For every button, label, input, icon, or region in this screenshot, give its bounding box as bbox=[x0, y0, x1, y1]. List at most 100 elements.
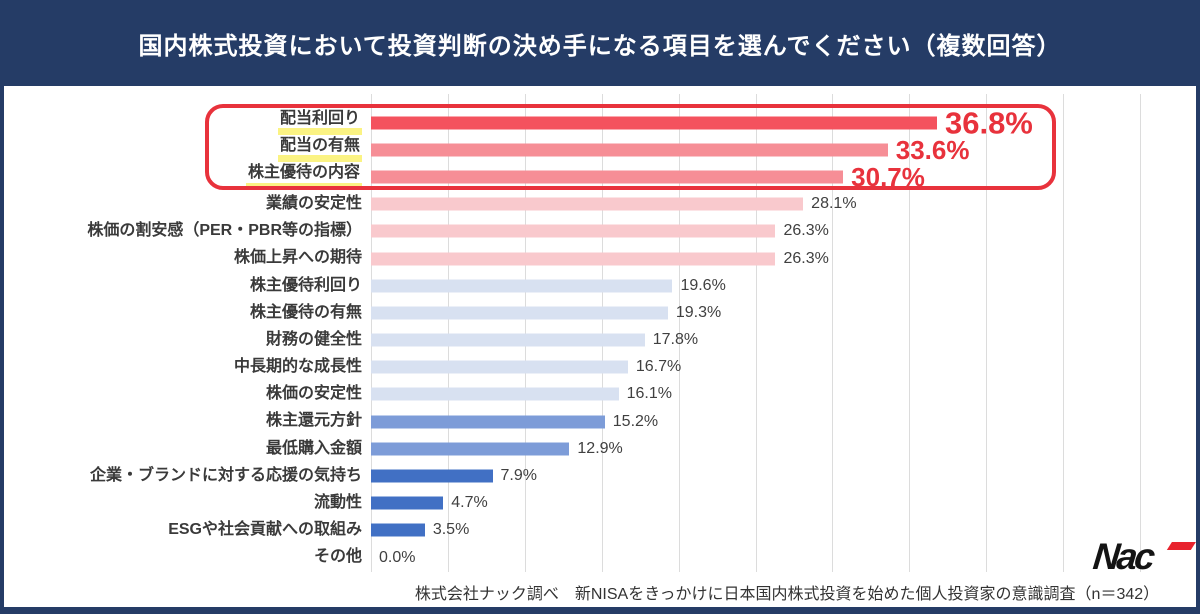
bar bbox=[371, 279, 673, 293]
chart-row: 株価の割安感（PER・PBR等の指標） 26.3% bbox=[4, 218, 1196, 245]
category-label-cell: 配当利回り bbox=[4, 110, 371, 136]
value-label: 16.7% bbox=[635, 358, 682, 376]
value-label: 36.8% bbox=[944, 105, 1033, 141]
bar-track: 3.5% bbox=[371, 517, 1196, 544]
bar bbox=[371, 469, 493, 483]
value-label: 26.3% bbox=[783, 222, 829, 240]
category-label: 配当の有無 bbox=[277, 137, 362, 163]
category-label: 流動性 bbox=[313, 494, 362, 512]
category-label-cell: 流動性 bbox=[4, 494, 371, 512]
category-label-cell: 株価の安定性 bbox=[4, 385, 371, 403]
chart-row: 配当利回り 36.8% bbox=[4, 105, 1196, 141]
category-label-cell: 株主優待の有無 bbox=[4, 304, 371, 322]
chart-row: ESGや社会貢献への取組み 3.5% bbox=[4, 517, 1196, 544]
bar bbox=[371, 143, 888, 157]
value-label: 3.5% bbox=[432, 521, 470, 539]
value-label: 17.8% bbox=[652, 331, 699, 349]
category-label-cell: ESGや社会貢献への取組み bbox=[4, 521, 371, 539]
chart-row: 財務の健全性 17.8% bbox=[4, 327, 1196, 354]
bar bbox=[371, 333, 645, 347]
bar-track: 33.6% bbox=[371, 136, 1196, 163]
bar bbox=[371, 306, 668, 320]
category-label-cell: 配当の有無 bbox=[4, 137, 371, 163]
chart-row: 最低購入金額 12.9% bbox=[4, 435, 1196, 462]
bar bbox=[371, 252, 776, 266]
bar-track: 19.6% bbox=[371, 272, 1196, 299]
category-label: 中長期的な成長性 bbox=[233, 358, 362, 376]
chart-row: その他 0.0% bbox=[4, 544, 1196, 571]
chart-row: 業績の安定性 28.1% bbox=[4, 191, 1196, 218]
nac-logo-red-accent-icon bbox=[1166, 542, 1196, 550]
value-label: 0.0% bbox=[379, 548, 416, 566]
header: 国内株式投資において投資判断の決め手になる項目を選んでください（複数回答） bbox=[0, 0, 1200, 86]
bar-track: 36.8% bbox=[371, 105, 1196, 141]
value-label: 12.9% bbox=[577, 439, 623, 457]
bar-track: 19.3% bbox=[371, 299, 1196, 326]
category-label: 株主優待の内容 bbox=[245, 164, 362, 190]
bar-track: 16.7% bbox=[371, 354, 1196, 381]
chart-row: 中長期的な成長性 16.7% bbox=[4, 354, 1196, 381]
category-label: 最低購入金額 bbox=[265, 439, 362, 457]
bar-track: 7.9% bbox=[371, 462, 1196, 489]
category-label-cell: 中長期的な成長性 bbox=[4, 358, 371, 376]
category-label: 株価の安定性 bbox=[265, 385, 362, 403]
category-label: 株主優待利回り bbox=[249, 276, 362, 294]
nac-logo-text: Nac bbox=[1091, 536, 1155, 577]
chart-row: 株主優待の内容 30.7% bbox=[4, 163, 1196, 190]
chart-row: 企業・ブランドに対する応援の気持ち 7.9% bbox=[4, 462, 1196, 489]
bar bbox=[371, 116, 937, 130]
chart-row: 株主還元方針 15.2% bbox=[4, 408, 1196, 435]
value-label: 30.7% bbox=[851, 161, 925, 192]
category-label: ESGや社会貢献への取組み bbox=[168, 521, 362, 539]
bar bbox=[371, 360, 628, 374]
category-label: 株主還元方針 bbox=[265, 412, 362, 430]
category-label-cell: 株価の割安感（PER・PBR等の指標） bbox=[4, 222, 371, 240]
value-label: 19.3% bbox=[675, 303, 722, 321]
bar bbox=[371, 442, 570, 456]
category-label-cell: 業績の安定性 bbox=[4, 195, 371, 213]
bar-track: 4.7% bbox=[371, 490, 1196, 517]
nac-logo: Nac bbox=[1091, 536, 1196, 577]
category-label-cell: その他 bbox=[4, 548, 371, 566]
bar bbox=[371, 415, 605, 429]
value-label: 26.3% bbox=[783, 249, 829, 267]
category-label: 配当利回り bbox=[277, 110, 362, 136]
value-label: 19.6% bbox=[680, 276, 726, 294]
category-label-cell: 最低購入金額 bbox=[4, 440, 371, 458]
bar-track: 26.3% bbox=[371, 245, 1196, 272]
category-label: その他 bbox=[313, 548, 362, 566]
category-label-cell: 株主優待利回り bbox=[4, 277, 371, 295]
chart-row: 株価の安定性 16.1% bbox=[4, 381, 1196, 408]
category-label-cell: 株主還元方針 bbox=[4, 412, 371, 430]
bar bbox=[371, 197, 804, 211]
chart-area: 配当利回り 36.8% 配当の有無 33.6% 株主優待の内容 30.7% 業績の安定性 28… bbox=[4, 86, 1196, 607]
value-label: 28.1% bbox=[811, 195, 857, 213]
bar-track: 16.1% bbox=[371, 381, 1196, 408]
category-label: 業績の安定性 bbox=[265, 194, 362, 212]
bar-track: 28.1% bbox=[371, 191, 1196, 218]
category-label-cell: 財務の健全性 bbox=[4, 331, 371, 349]
page-title: 国内株式投資において投資判断の決め手になる項目を選んでください（複数回答） bbox=[138, 32, 1062, 60]
category-label: 財務の健全性 bbox=[265, 330, 362, 348]
category-label: 株価上昇への期待 bbox=[233, 249, 362, 267]
category-label-cell: 株主優待の内容 bbox=[4, 164, 371, 190]
value-label: 16.1% bbox=[626, 385, 672, 403]
value-label: 7.9% bbox=[500, 467, 537, 485]
bar-track: 26.3% bbox=[371, 218, 1196, 245]
bar bbox=[371, 224, 776, 238]
chart-row: 株主優待利回り 19.6% bbox=[4, 272, 1196, 299]
bar-track: 15.2% bbox=[371, 408, 1196, 435]
source-note: 株式会社ナック調べ 新NISAをきっかけに日本国内株式投資を始めた個人投資家の意… bbox=[414, 586, 1160, 603]
bar-track: 17.8% bbox=[371, 327, 1196, 354]
bar-track: 0.0% bbox=[371, 544, 1196, 571]
bar bbox=[371, 523, 425, 537]
category-label: 株主優待の有無 bbox=[249, 303, 362, 321]
chart-row: 流動性 4.7% bbox=[4, 490, 1196, 517]
chart-row: 株主優待の有無 19.3% bbox=[4, 299, 1196, 326]
value-label: 33.6% bbox=[895, 134, 970, 165]
value-label: 4.7% bbox=[451, 494, 488, 512]
chart-row: 配当の有無 33.6% bbox=[4, 136, 1196, 163]
category-label-cell: 株価上昇への期待 bbox=[4, 249, 371, 267]
bar-track: 30.7% bbox=[371, 163, 1196, 190]
